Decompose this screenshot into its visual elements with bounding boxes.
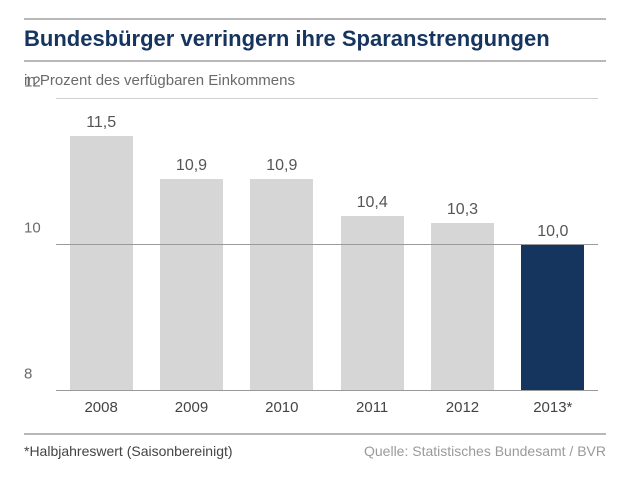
bar bbox=[250, 179, 313, 391]
chart-title: Bundesbürger verringern ihre Sparanstren… bbox=[24, 26, 606, 52]
gridline bbox=[56, 390, 598, 391]
bar bbox=[521, 245, 584, 391]
bar-value-label: 11,5 bbox=[86, 114, 116, 132]
source: Quelle: Statistisches Bundesamt / BVR bbox=[364, 443, 606, 459]
gridline bbox=[56, 98, 598, 99]
bar-value-label: 10,3 bbox=[447, 201, 478, 219]
footer: *Halbjahreswert (Saisonbereinigt) Quelle… bbox=[24, 433, 606, 459]
y-tick-label: 10 bbox=[24, 220, 50, 237]
bar-slot: 10,9 bbox=[146, 99, 236, 391]
x-label: 2009 bbox=[146, 395, 236, 419]
y-tick-label: 12 bbox=[24, 74, 50, 91]
x-labels: 200820092010201120122013* bbox=[56, 395, 598, 419]
gridline bbox=[56, 244, 598, 245]
plot-area: 11,510,910,910,410,310,0 81012 200820092… bbox=[24, 99, 606, 419]
bar bbox=[431, 223, 494, 391]
plot-inner: 11,510,910,910,410,310,0 81012 bbox=[56, 99, 598, 391]
y-tick-label: 8 bbox=[24, 366, 50, 383]
bar-slot: 10,4 bbox=[327, 99, 417, 391]
bar-slot: 11,5 bbox=[56, 99, 146, 391]
bars-group: 11,5 10,9 10,9 10,4 10,3 10,0 bbox=[56, 99, 598, 391]
chart-container: Bundesbürger verringern ihre Sparanstren… bbox=[0, 0, 630, 504]
bar-slot: 10,0 bbox=[508, 99, 598, 391]
x-label: 2013* bbox=[508, 395, 598, 419]
bar bbox=[160, 179, 223, 391]
x-label: 2010 bbox=[237, 395, 327, 419]
x-label: 2011 bbox=[327, 395, 417, 419]
bar-value-label: 10,0 bbox=[537, 223, 568, 241]
x-label: 2008 bbox=[56, 395, 146, 419]
bar bbox=[70, 136, 133, 392]
title-block: Bundesbürger verringern ihre Sparanstren… bbox=[24, 18, 606, 62]
chart-subtitle: in Prozent des verfügbaren Einkommens bbox=[24, 72, 606, 89]
bar-slot: 10,9 bbox=[237, 99, 327, 391]
footnote: *Halbjahreswert (Saisonbereinigt) bbox=[24, 443, 233, 459]
x-label: 2012 bbox=[417, 395, 507, 419]
bar-value-label: 10,9 bbox=[176, 157, 207, 175]
bar bbox=[341, 216, 404, 391]
bar-value-label: 10,4 bbox=[357, 194, 388, 212]
bar-value-label: 10,9 bbox=[266, 157, 297, 175]
bar-slot: 10,3 bbox=[417, 99, 507, 391]
